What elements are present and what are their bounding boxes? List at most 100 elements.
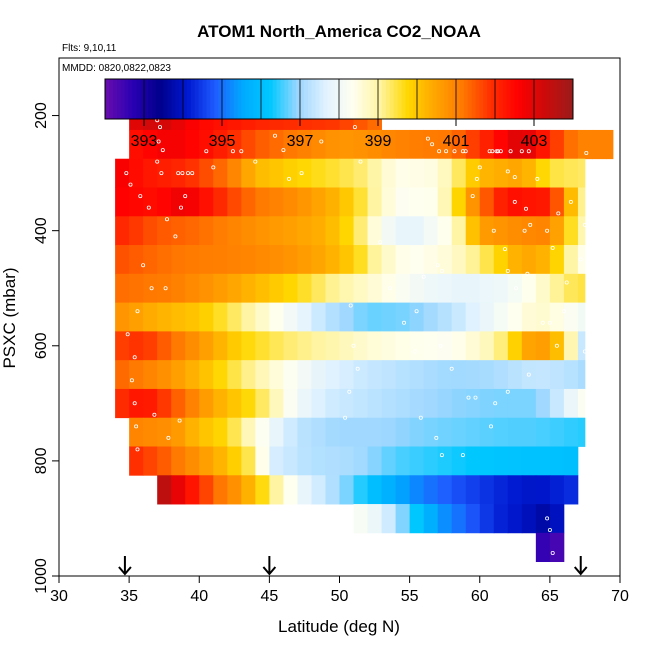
colorbar-swatch — [526, 79, 531, 119]
colorbar-swatch — [378, 79, 383, 119]
heatmap-cell — [325, 388, 340, 419]
heatmap-cell — [185, 302, 200, 332]
sample-point — [438, 343, 443, 348]
heatmap-cell — [255, 158, 270, 188]
heatmap-cell — [451, 504, 467, 534]
heatmap-cell — [409, 273, 425, 304]
heatmap-cell — [325, 158, 340, 188]
heatmap-cell — [395, 302, 411, 332]
heatmap-cell — [549, 216, 565, 246]
colorbar-swatch — [452, 79, 457, 119]
heatmap-cell — [395, 446, 411, 476]
heatmap-cell — [269, 475, 284, 505]
sample-point — [512, 175, 517, 180]
heatmap-cell — [227, 216, 242, 246]
heatmap-cell — [129, 216, 144, 246]
heatmap-cell — [577, 388, 586, 419]
heatmap-cell — [311, 187, 326, 217]
heatmap-cell — [521, 187, 537, 217]
heatmap-cell — [269, 388, 284, 419]
heatmap-cell — [353, 302, 368, 332]
colorbar-swatch — [506, 79, 512, 119]
heatmap-cell — [283, 302, 298, 332]
heatmap-cell — [185, 417, 200, 447]
heatmap-cell — [297, 273, 312, 304]
heatmap-cell — [437, 187, 453, 217]
heatmap-cell — [269, 187, 284, 217]
heatmap-cell — [395, 245, 411, 275]
heatmap-cell — [283, 417, 298, 447]
heatmap-cell — [269, 158, 284, 188]
colorbar-swatch — [405, 79, 410, 119]
dates-label: MMDD: 0820,0822,0823 — [62, 63, 171, 74]
sample-point — [528, 222, 533, 227]
heatmap-cell — [255, 302, 270, 332]
heatmap-cell — [381, 245, 396, 275]
sample-point — [545, 516, 550, 521]
heatmap-cell — [353, 504, 368, 534]
heatmap-cell — [381, 504, 396, 534]
sample-point — [514, 286, 519, 291]
sample-point — [413, 349, 418, 354]
heatmap-cell — [339, 129, 354, 160]
sample-point — [588, 188, 593, 193]
heatmap-cell — [479, 360, 495, 390]
heatmap-cell — [339, 360, 354, 390]
heatmap-cell — [549, 129, 565, 160]
colorbar-swatch — [163, 79, 168, 119]
colorbar-swatch — [339, 79, 344, 119]
heatmap-cell — [297, 302, 312, 332]
colorbar-swatch — [249, 79, 254, 119]
heatmap-cell — [507, 331, 523, 361]
y-axis-title: PSXC (mbar) — [0, 267, 19, 368]
colorbar-swatch — [385, 79, 391, 119]
heatmap-cell — [423, 417, 439, 447]
x-tick-label: 55 — [401, 588, 419, 605]
x-axis: 30 35 40 45 50 55 60 65 70 — [50, 576, 629, 605]
heatmap-cell — [577, 273, 586, 304]
heatmap-cell — [549, 446, 565, 476]
colorbar-swatch — [541, 79, 547, 119]
heatmap-cell — [577, 302, 586, 332]
colorbar-swatch — [413, 79, 418, 119]
heatmap-cell — [409, 187, 425, 217]
heatmap-cell — [171, 388, 186, 419]
heatmap-cell — [577, 245, 586, 275]
heatmap-cell — [549, 475, 565, 505]
sample-point — [535, 176, 540, 181]
heatmap-cell — [227, 446, 242, 476]
colorbar-swatch — [253, 79, 258, 119]
heatmap-cell — [269, 360, 284, 390]
colorbar-swatch — [319, 79, 324, 119]
heatmap-cell — [437, 360, 453, 390]
heatmap-cell — [535, 446, 551, 476]
heatmap-cell — [577, 360, 586, 390]
flight-markers — [118, 556, 588, 576]
heatmap-cell — [143, 331, 158, 361]
sample-point — [146, 205, 151, 210]
heatmap-cell — [535, 273, 551, 304]
sample-point — [460, 453, 465, 458]
colorbar-swatch — [108, 79, 114, 119]
heatmap-cell — [521, 129, 537, 160]
heatmap-cell — [395, 504, 411, 534]
heatmap-cell — [353, 475, 368, 505]
heatmap-cell — [549, 360, 565, 390]
sample-point — [159, 171, 164, 176]
heatmap-cell — [157, 187, 172, 217]
sample-point — [505, 169, 510, 174]
sample-point — [358, 159, 363, 164]
heatmap-cell — [241, 129, 256, 160]
sample-point — [473, 395, 478, 400]
heatmap-cell — [465, 388, 481, 419]
sample-point — [418, 415, 423, 420]
heatmap-cell — [465, 158, 481, 188]
heatmap-cell — [115, 245, 130, 275]
heatmap-cell — [255, 417, 270, 447]
y-axis: 200 400 600 800 1000 — [33, 102, 59, 594]
heatmap-cell — [521, 446, 537, 476]
heatmap-cell — [409, 446, 425, 476]
heatmap-cell — [535, 245, 551, 275]
heatmap-cell — [465, 216, 481, 246]
